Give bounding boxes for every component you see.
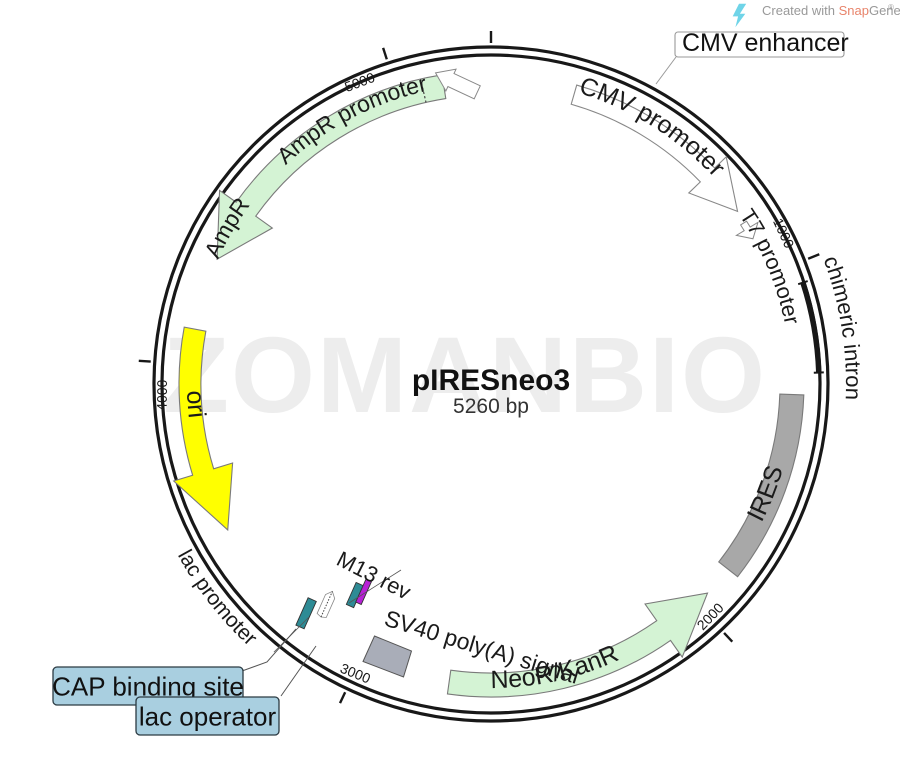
svg-text:lac operator: lac operator [139,701,277,731]
svg-text:ori: ori [181,390,211,419]
svg-text:4000: 4000 [154,379,170,411]
svg-text:Created with SnapGene: Created with SnapGene [762,3,900,18]
svg-text:CMV enhancer: CMV enhancer [682,29,849,57]
svg-text:chimeric intron: chimeric intron [819,253,866,401]
svg-text:lac promoter: lac promoter [173,546,261,650]
svg-text:5260 bp: 5260 bp [453,395,529,418]
svg-text:®: ® [888,3,894,12]
svg-text:pIRESneo3: pIRESneo3 [412,364,570,397]
svg-text:T7 promoter: T7 promoter [735,204,805,326]
svg-text:M13 rev: M13 rev [333,546,415,604]
